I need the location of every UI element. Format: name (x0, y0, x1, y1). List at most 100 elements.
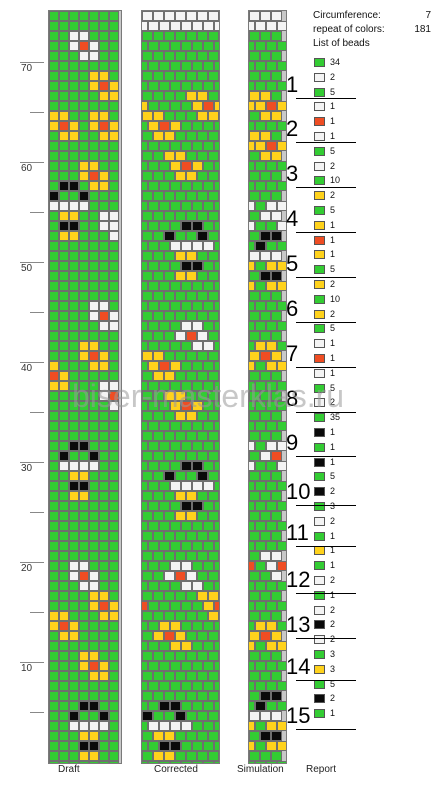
bead-cell (59, 651, 69, 661)
bead-cell (260, 231, 271, 241)
bead-cell (99, 71, 109, 81)
bead-cell (271, 491, 282, 501)
bead-cell (147, 321, 159, 331)
bead-cell (249, 391, 260, 401)
bead-cell (109, 291, 119, 301)
bead-swatch-green (314, 561, 325, 571)
bead-cell (175, 171, 186, 181)
bead-cell (254, 161, 266, 171)
bead-swatch-green (314, 58, 325, 67)
bead-cell (208, 631, 219, 641)
circumference-row: Circumference: 7 (313, 10, 431, 22)
bead-cell (69, 381, 79, 391)
bead-cell (202, 601, 214, 611)
bead-cell (208, 571, 219, 581)
bead-cell (180, 161, 192, 171)
bead-cell (147, 621, 159, 631)
bead-cell (202, 81, 214, 91)
ruler-tick (20, 662, 44, 663)
bead-cell (59, 21, 69, 31)
bead-cell (271, 671, 282, 681)
bead-cell (276, 161, 286, 171)
bead-cell (213, 761, 219, 763)
bead-cell (99, 381, 109, 391)
bead-swatch-green (314, 650, 325, 659)
bead-cell (202, 281, 214, 291)
bead-cell (142, 291, 153, 301)
bead-cell (180, 481, 192, 491)
bead-cell (49, 251, 59, 261)
bead-cell (276, 481, 286, 491)
bead-cell (69, 231, 79, 241)
bead-cell (153, 191, 164, 201)
bead-swatch-red (314, 235, 325, 245)
bead-cell (147, 81, 159, 91)
bead-cell (197, 51, 208, 61)
bead-cell (271, 631, 282, 641)
bead-cell (271, 51, 282, 61)
bead-cell (164, 211, 175, 221)
bead-cell (99, 411, 109, 421)
bead-cell (254, 681, 266, 691)
bead-cell (276, 461, 286, 471)
bead-cell (254, 501, 266, 511)
bead-cell (99, 471, 109, 481)
bead-cell (142, 561, 148, 571)
bead-cell (191, 621, 203, 631)
bead-cell (197, 751, 208, 761)
bead-cell (249, 71, 260, 81)
bead-cell (89, 531, 99, 541)
ruler-label-30: 30 (21, 463, 33, 474)
bead-cell (79, 451, 89, 461)
bead-cell (142, 331, 153, 341)
simulation-grid[interactable] (248, 10, 287, 764)
bead-cell (69, 671, 79, 681)
draft-pattern-grid[interactable] (48, 10, 122, 764)
bead-cell (175, 551, 186, 561)
corrected-pattern-grid[interactable] (141, 10, 220, 764)
bead-cell (69, 21, 79, 31)
bead-cell (69, 641, 79, 651)
bead-cell (79, 391, 89, 401)
bead-cell (69, 391, 79, 401)
bead-cell (202, 181, 214, 191)
bead-cell (249, 731, 260, 741)
bead-cell (180, 261, 192, 271)
bead-cell (69, 751, 79, 761)
bead-cell (180, 541, 192, 551)
bead-count: 10 (330, 293, 341, 304)
bead-cell (59, 631, 69, 641)
bead-cell (89, 621, 99, 631)
bead-cell (276, 301, 286, 311)
bead-cell (169, 281, 181, 291)
bead-cell (254, 341, 266, 351)
bead-cell (59, 321, 69, 331)
bead-cell (79, 711, 89, 721)
bead-cell (142, 521, 148, 531)
bead-cell (197, 371, 208, 381)
bead-cell (249, 721, 255, 731)
bead-cell (89, 81, 99, 91)
bead-cell (99, 671, 109, 681)
bead-cell (142, 171, 153, 181)
bead-cell (213, 481, 219, 491)
bead-cell (109, 721, 119, 731)
bead-cell (164, 131, 175, 141)
bead-cell (175, 191, 186, 201)
bead-cell (208, 311, 219, 321)
bead-cell (99, 661, 109, 671)
bead-cell (208, 91, 219, 101)
bead-cell (109, 241, 119, 251)
bead-cell (213, 221, 219, 231)
bead-cell (180, 561, 192, 571)
bead-cell (271, 331, 282, 341)
bead-cell (89, 151, 99, 161)
bead-cell (79, 171, 89, 181)
bead-cell (142, 721, 148, 731)
bead-cell (79, 241, 89, 251)
bead-cell (49, 471, 59, 481)
bead-cell (158, 41, 170, 51)
bead-cell (186, 691, 197, 701)
repeat-row: repeat of colors: 181 (313, 24, 431, 36)
bead-cell (147, 541, 159, 551)
